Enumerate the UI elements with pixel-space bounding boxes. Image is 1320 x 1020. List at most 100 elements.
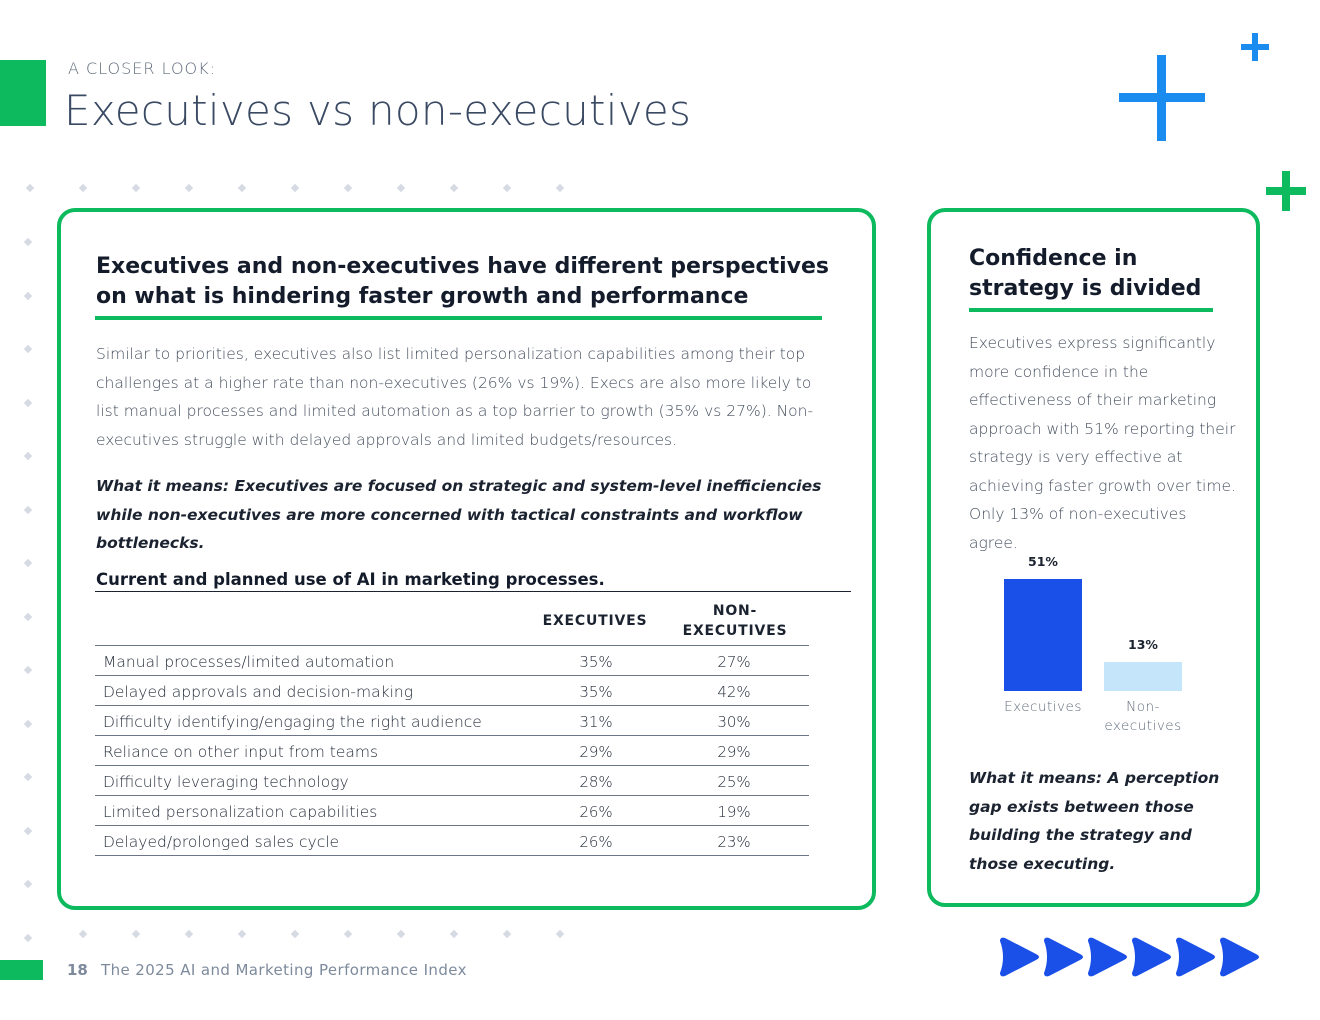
pattern-dot xyxy=(23,451,33,461)
row-exec-value: 26% xyxy=(579,833,613,851)
table-row: Reliance on other input from teams 29% 2… xyxy=(95,735,809,765)
arrow-icon xyxy=(1000,937,1039,977)
arrow-icon xyxy=(1132,937,1171,977)
pattern-dot xyxy=(449,183,459,193)
column-header-non-executives: NON- EXECUTIVES xyxy=(665,601,805,641)
main-what-it-means: What it means: Executives are focused on… xyxy=(96,477,822,552)
row-label: Reliance on other input from teams xyxy=(103,743,379,761)
pattern-dot xyxy=(23,879,33,889)
page-title: Executives vs non-executives xyxy=(64,86,692,135)
table-top-rule xyxy=(95,591,851,592)
row-exec-value: 29% xyxy=(579,743,613,761)
pattern-dot xyxy=(396,183,406,193)
column-header-executives: EXECUTIVES xyxy=(542,613,648,629)
table-row: Delayed/prolonged sales cycle 26% 23% xyxy=(95,825,809,855)
side-heading: Confidence in strategy is divided xyxy=(969,246,1202,301)
row-exec-value: 35% xyxy=(579,653,613,671)
row-non-value: 30% xyxy=(717,713,751,731)
pattern-dot xyxy=(23,558,33,568)
bar-value-label: 13% xyxy=(1128,637,1158,652)
table-row: Manual processes/limited automation 35% … xyxy=(95,645,809,675)
row-label: Delayed approvals and decision-making xyxy=(103,683,413,701)
bar-category-line: Non- xyxy=(1126,699,1160,715)
pattern-dot xyxy=(23,719,33,728)
table-bottom-rule xyxy=(95,855,809,856)
side-heading-underline xyxy=(969,308,1213,312)
main-heading: Executives and non-executives have diffe… xyxy=(96,254,830,309)
pattern-dot xyxy=(184,183,194,193)
pattern-dot xyxy=(23,398,33,407)
row-non-value: 29% xyxy=(717,743,751,761)
pattern-dot xyxy=(23,237,33,247)
pattern-dot xyxy=(23,505,33,514)
pattern-dot xyxy=(78,929,88,939)
pattern-dot xyxy=(555,183,565,193)
row-exec-value: 26% xyxy=(579,803,613,821)
pattern-dot xyxy=(131,183,141,193)
row-exec-value: 31% xyxy=(579,713,613,731)
bar-executives xyxy=(1004,579,1082,691)
row-label: Difficulty leveraging technology xyxy=(103,773,349,791)
pattern-dot xyxy=(23,772,33,782)
side-what-it-means: What it means: A perception gap exists b… xyxy=(969,769,1220,873)
row-label: Limited personalization capabilities xyxy=(103,803,378,821)
row-non-value: 25% xyxy=(717,773,751,791)
main-card xyxy=(57,208,876,910)
table-row: Difficulty leveraging technology 28% 25% xyxy=(95,765,809,795)
pattern-dot xyxy=(23,665,33,675)
table-row: Limited personalization capabilities 26%… xyxy=(95,795,809,825)
arrow-icon xyxy=(1220,937,1259,977)
row-label: Difficulty identifying/engaging the righ… xyxy=(103,713,482,731)
bar-category-line: executives xyxy=(1104,718,1182,734)
side-body-text: Executives express significantly more co… xyxy=(969,334,1236,552)
main-body-text: Similar to priorities, executives also l… xyxy=(96,345,814,449)
bar-value-label: 51% xyxy=(1028,554,1058,569)
pattern-dot xyxy=(555,929,565,939)
pattern-dot xyxy=(502,929,512,939)
row-non-value: 19% xyxy=(717,803,751,821)
side-card xyxy=(927,208,1260,907)
pattern-dot xyxy=(237,183,247,193)
pattern-dot xyxy=(23,826,33,835)
row-exec-value: 35% xyxy=(579,683,613,701)
pattern-dot xyxy=(23,344,33,354)
pattern-dot xyxy=(449,929,459,939)
table-title: Current and planned use of AI in marketi… xyxy=(96,570,605,589)
arrow-decoration xyxy=(1000,937,1259,977)
pattern-dot xyxy=(343,183,353,193)
arrow-icon xyxy=(1176,937,1215,977)
row-non-value: 23% xyxy=(717,833,751,851)
arrow-icon xyxy=(1088,937,1127,977)
pattern-dot xyxy=(78,183,88,193)
row-label: Manual processes/limited automation xyxy=(103,653,395,671)
pattern-dot xyxy=(396,929,406,939)
pattern-dot xyxy=(290,183,300,193)
pattern-dot xyxy=(343,929,353,939)
pattern-dot xyxy=(25,183,35,193)
small-plus-icon xyxy=(1241,33,1269,61)
large-plus-icon xyxy=(1119,55,1205,141)
arrow-icon xyxy=(1044,937,1083,977)
bar-non-executives xyxy=(1104,662,1182,691)
eyebrow-label: A CLOSER LOOK: xyxy=(68,59,217,78)
pattern-dot xyxy=(237,929,247,939)
page-number: 18 xyxy=(67,961,88,979)
column-header-non-line2: EXECUTIVES xyxy=(682,623,788,639)
bar-category-label: Non-executives xyxy=(1093,698,1193,736)
green-plus-icon xyxy=(1266,171,1306,211)
row-non-value: 42% xyxy=(717,683,751,701)
pattern-dot xyxy=(290,929,300,939)
pattern-dot xyxy=(23,933,33,942)
main-heading-underline xyxy=(95,316,822,320)
pattern-dot xyxy=(23,612,33,621)
row-label: Delayed/prolonged sales cycle xyxy=(103,833,340,851)
header-accent-block xyxy=(0,60,46,126)
column-header-non-line1: NON- xyxy=(712,603,758,619)
pattern-dot xyxy=(184,929,194,939)
table-row: Delayed approvals and decision-making 35… xyxy=(95,675,809,705)
pattern-dot xyxy=(23,291,33,300)
row-non-value: 27% xyxy=(717,653,751,671)
footer-accent-block xyxy=(0,960,43,980)
table-row: Difficulty identifying/engaging the righ… xyxy=(95,705,809,735)
bar-category-label: Executives xyxy=(993,698,1093,717)
